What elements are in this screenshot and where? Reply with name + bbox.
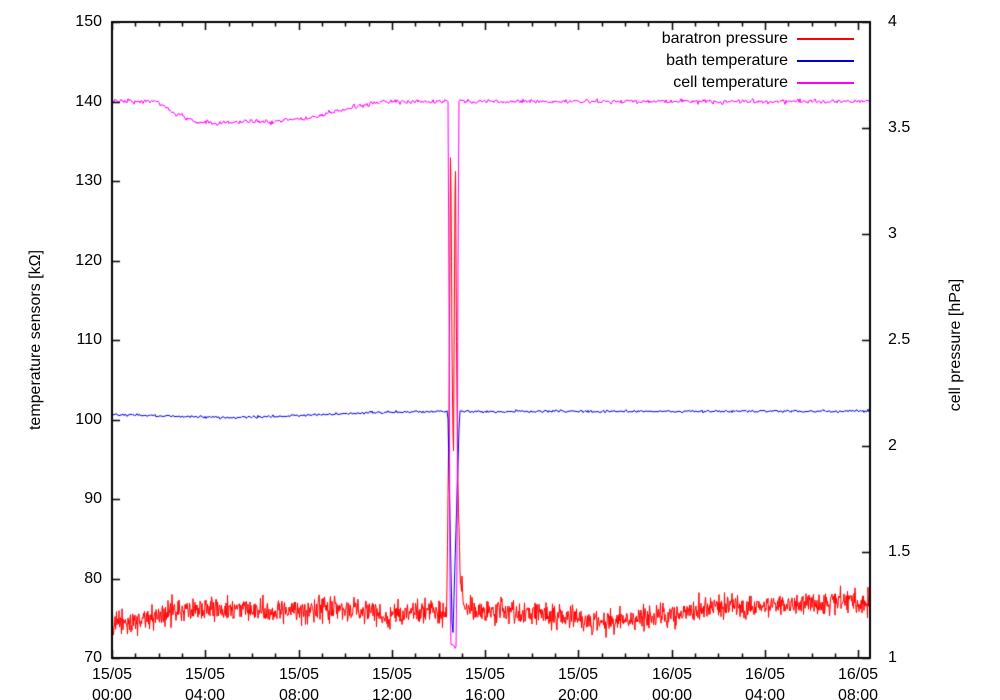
x-tick-label-date: 16/05 [744,666,786,683]
y-left-tick-label: 70 [84,649,102,666]
x-tick-label-time: 12:00 [371,687,413,700]
y-right-tick-label: 4 [888,13,897,30]
x-tick-label-date: 15/05 [371,666,413,683]
legend: baratron pressure bath temperature cell te… [662,28,854,94]
x-tick-label-date: 15/05 [464,666,506,683]
x-tick-label-date: 15/05 [557,666,599,683]
x-tick-label-time: 20:00 [557,687,599,700]
y-left-tick-label: 120 [75,252,102,269]
x-tick-label-time: 04:00 [184,687,226,700]
x-tick-label-date: 15/05 [278,666,320,683]
x-tick-label-time: 00:00 [651,687,693,700]
y-left-tick-label: 80 [84,570,102,587]
legend-row: baratron pressure [662,28,854,50]
legend-label: bath temperature [666,52,788,69]
y-left-tick-label: 140 [75,93,102,110]
y-left-tick-label: 110 [76,331,102,348]
x-tick-label-date: 15/05 [91,666,133,683]
x-tick-label-time: 08:00 [278,687,320,700]
x-tick-label-date: 16/05 [837,666,879,683]
y-right-tick-label: 2 [888,437,897,454]
legend-label: baratron pressure [661,30,788,47]
x-tick-label-time: 00:00 [91,687,133,700]
y-right-axis-title: cell pressure [hPa] [947,278,964,412]
x-tick-label-date: 15/05 [184,666,226,683]
x-tick-label-time: 08:00 [837,687,879,700]
y-left-tick-label: 130 [75,172,102,189]
y-right-tick-label: 3.5 [888,119,911,136]
x-tick-label-time: 04:00 [744,687,786,700]
y-left-tick-label: 150 [75,13,102,30]
y-left-tick-label: 90 [84,490,102,507]
legend-line-sample [797,60,854,62]
legend-row: cell temperature [662,72,854,94]
y-right-tick-label: 2.5 [888,331,911,348]
x-tick-label-time: 16:00 [464,687,506,700]
legend-line-sample [797,38,854,40]
legend-line-sample [797,82,854,84]
y-left-tick-label: 100 [75,411,102,428]
y-right-tick-label: 3 [888,225,897,242]
x-tick-label-date: 16/05 [651,666,693,683]
legend-label: cell temperature [673,74,788,91]
y-right-tick-label: 1.5 [888,543,911,560]
y-right-tick-label: 1 [888,649,897,666]
legend-row: bath temperature [662,50,854,72]
